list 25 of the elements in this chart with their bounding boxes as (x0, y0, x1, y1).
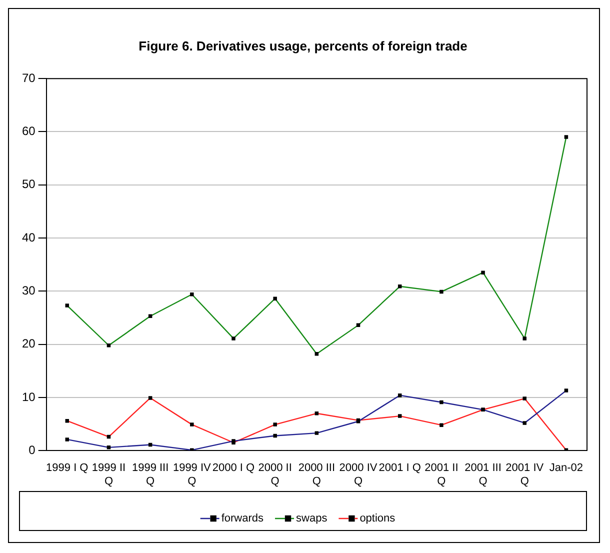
x-tick-label: 1999 III Q (132, 462, 169, 488)
y-tick-label: 0 (28, 442, 36, 457)
legend-label: forwards (221, 512, 264, 525)
x-tick-label: 1999 I Q (46, 462, 89, 474)
x-tick-label: 2001 I Q (378, 462, 422, 474)
chart-title: Figure 6. Derivatives usage, percents of foreign trade (138, 38, 468, 54)
y-tick-label: 60 (22, 124, 36, 138)
y-tick-label: 40 (22, 230, 36, 244)
y-tick-label: 50 (22, 177, 36, 192)
x-tick-label: 2000 II Q (258, 462, 292, 488)
y-tick-label: 10 (22, 390, 36, 404)
x-tick-label: 2001 IV Q (506, 462, 544, 488)
y-tick-label: 70 (22, 70, 36, 85)
x-tick-label: 2000 IV Q (339, 462, 378, 488)
y-tick-label: 30 (22, 283, 36, 298)
x-tick-label: Jan-02 (549, 462, 584, 474)
x-tick-label: 1999 II Q (92, 462, 126, 488)
y-tick-label: 20 (22, 336, 36, 351)
x-tick-label: 1999 IV Q (172, 462, 212, 488)
legend-label: swaps (296, 512, 328, 525)
x-tick-label: 2001 III Q (464, 462, 502, 488)
x-tick-label: 2001 II Q (424, 462, 458, 488)
legend-label: options (360, 512, 396, 525)
x-tick-label: 2000 III Q (298, 462, 336, 488)
x-tick-label: 2000 I Q (212, 462, 256, 474)
